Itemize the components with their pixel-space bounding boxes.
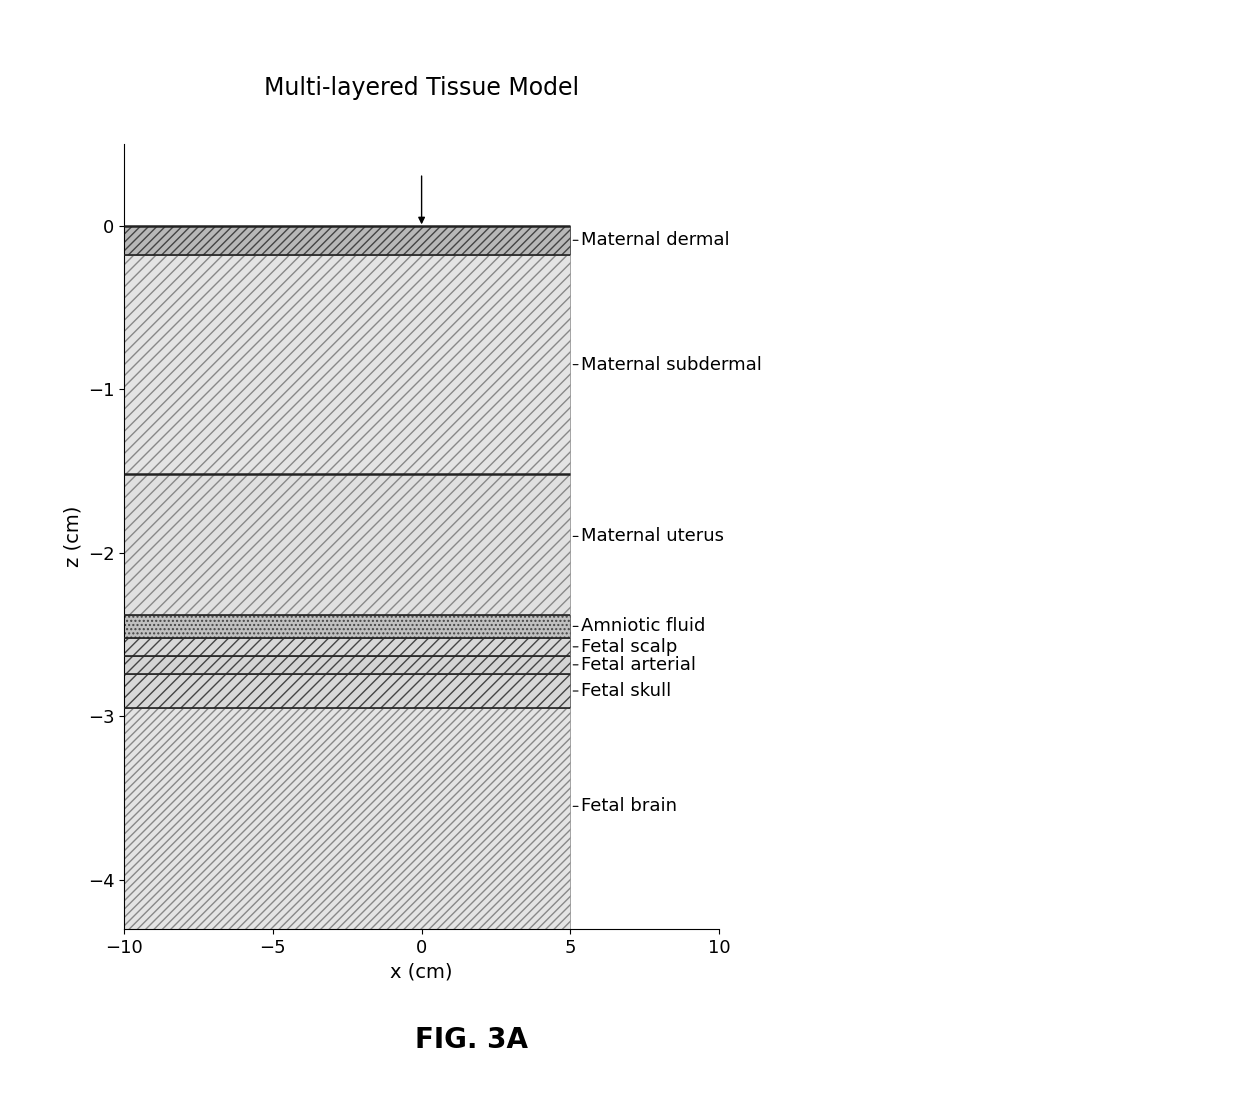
Bar (124, 255, 570, 474)
Text: Fetal brain: Fetal brain (573, 797, 677, 815)
Bar (124, 474, 570, 615)
Bar (124, 656, 570, 674)
Bar (124, 226, 570, 255)
Text: Amniotic fluid: Amniotic fluid (573, 617, 706, 635)
Bar (124, 638, 570, 656)
X-axis label: x (cm): x (cm) (391, 962, 453, 981)
Text: Fetal skull: Fetal skull (573, 682, 671, 700)
Bar (124, 615, 570, 638)
Y-axis label: z (cm): z (cm) (63, 505, 82, 567)
Text: Fetal scalp: Fetal scalp (573, 638, 677, 656)
Text: Maternal dermal: Maternal dermal (573, 231, 729, 249)
Text: Fetal arterial: Fetal arterial (573, 656, 696, 674)
Text: FIG. 3A: FIG. 3A (414, 1025, 528, 1054)
Bar (124, 674, 570, 708)
Text: Maternal subdermal: Maternal subdermal (573, 356, 761, 374)
Bar (124, 708, 570, 929)
Text: Maternal uterus: Maternal uterus (573, 528, 724, 545)
Title: Multi-layered Tissue Model: Multi-layered Tissue Model (264, 76, 579, 101)
